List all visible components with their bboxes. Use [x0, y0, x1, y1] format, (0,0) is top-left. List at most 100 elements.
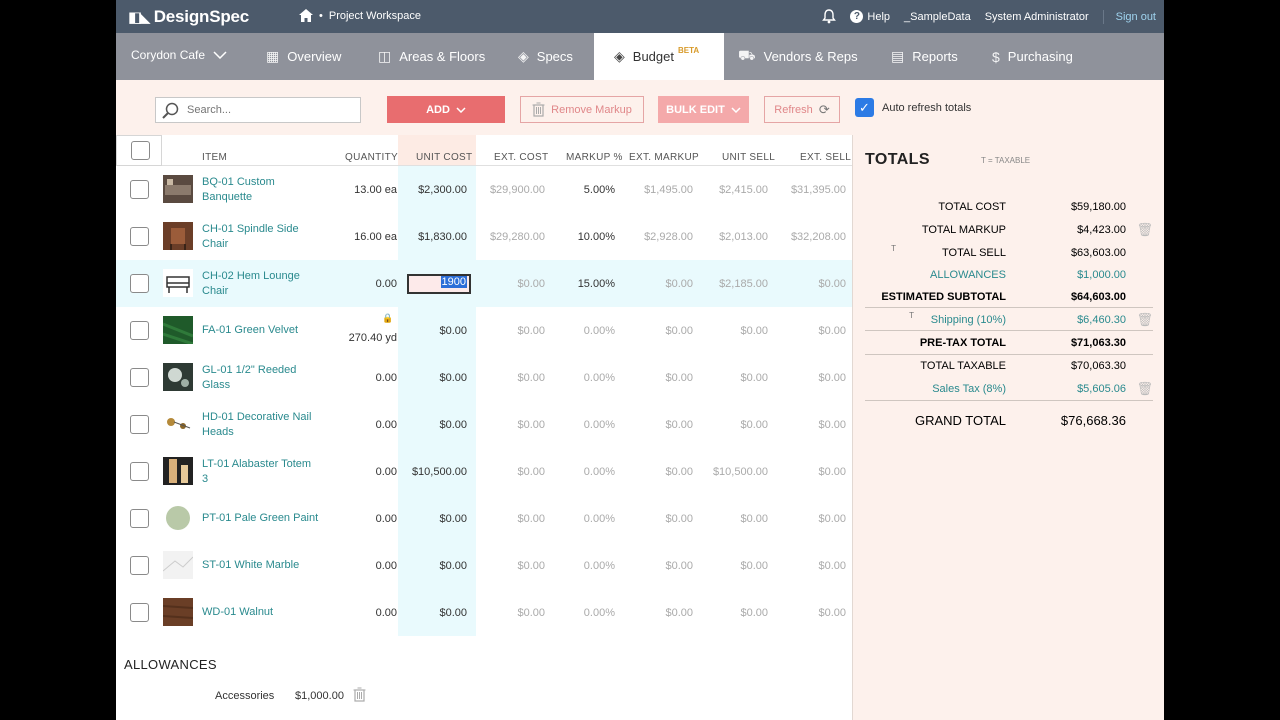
table-row[interactable]: WD-01 Walnut 0.00 $0.00 $0.00 0.00% $0.0…	[116, 589, 852, 636]
quantity-cell[interactable]: 0.00	[375, 466, 397, 478]
row-checkbox[interactable]	[130, 321, 149, 340]
workspace-link[interactable]: • Project Workspace	[299, 9, 421, 22]
markup-cell[interactable]: 5.00%	[583, 184, 615, 196]
item-link[interactable]: CH-01 Spindle Side Chair	[202, 223, 299, 250]
unit-cost-cell[interactable]: $0.00	[439, 325, 467, 337]
row-checkbox[interactable]	[130, 180, 149, 199]
unit-sell-cell[interactable]: $0.00	[740, 607, 768, 619]
bulk-edit-button[interactable]: BULK EDIT	[658, 96, 749, 123]
col-unit-sell[interactable]: UNIT SELL	[722, 152, 776, 163]
col-item[interactable]: ITEM	[202, 152, 228, 163]
item-link[interactable]: BQ-01 Custom Banquette	[202, 176, 275, 203]
unit-cost-cell[interactable]: $0.00	[439, 513, 467, 525]
col-ext-cost[interactable]: EXT. COST	[494, 152, 549, 163]
item-link[interactable]: ST-01 White Marble	[202, 559, 300, 571]
quantity-cell[interactable]: 0.00	[375, 607, 397, 619]
allowance-value[interactable]: $1,000.00	[295, 690, 344, 702]
auto-refresh-checkbox[interactable]: ✓	[855, 98, 874, 117]
row-checkbox[interactable]	[130, 462, 149, 481]
row-checkbox[interactable]	[130, 556, 149, 575]
unit-cost-cell[interactable]: $0.00	[439, 419, 467, 431]
unit-sell-cell[interactable]: $0.00	[740, 513, 768, 525]
allowances-total-label[interactable]: ALLOWANCES	[929, 269, 1006, 281]
item-link[interactable]: CH-02 Hem Lounge Chair	[202, 270, 300, 297]
quantity-cell[interactable]: 0.00	[375, 560, 397, 572]
markup-cell[interactable]: 10.00%	[577, 231, 615, 243]
item-link[interactable]: WD-01 Walnut	[202, 606, 274, 618]
quantity-cell[interactable]: 13.00 ea	[354, 184, 397, 196]
markup-cell[interactable]: 0.00%	[583, 419, 615, 431]
auto-refresh-toggle[interactable]: ✓ Auto refresh totals	[855, 98, 971, 117]
item-link[interactable]: PT-01 Pale Green Paint	[202, 512, 319, 524]
unit-cost-cell[interactable]: $2,300.00	[418, 184, 467, 196]
quantity-cell[interactable]: 16.00 ea	[354, 231, 397, 243]
table-row-selected[interactable]: CH-02 Hem Lounge Chair 0.00 1900 $0.00 1…	[116, 260, 852, 307]
unit-sell-cell[interactable]: $0.00	[740, 325, 768, 337]
sales-tax-value[interactable]: $5,605.06	[1077, 383, 1126, 395]
table-row[interactable]: FA-01 Green Velvet 🔒 270.40 yd $0.00 $0.…	[116, 307, 852, 354]
quantity-cell[interactable]: 0.00	[375, 513, 397, 525]
sales-tax-label[interactable]: Sales Tax (8%)	[932, 383, 1006, 395]
select-all-checkbox[interactable]	[131, 141, 150, 160]
tab-specs[interactable]: ◈ Specs	[518, 33, 573, 80]
item-link[interactable]: FA-01 Green Velvet	[202, 324, 298, 336]
table-row[interactable]: ST-01 White Marble 0.00 $0.00 $0.00 0.00…	[116, 542, 852, 589]
table-row[interactable]: BQ-01 Custom Banquette 13.00 ea $2,300.0…	[116, 166, 852, 213]
refresh-button[interactable]: Refresh ⟳	[764, 96, 840, 123]
quantity-cell[interactable]: 0.00	[375, 278, 397, 290]
tab-vendors-reps[interactable]: ⛟ Vendors & Reps	[738, 33, 858, 80]
tab-overview[interactable]: ▦ Overview	[266, 33, 341, 80]
unit-sell-cell[interactable]: $2,013.00	[719, 231, 768, 243]
sample-data-link[interactable]: _SampleData	[904, 10, 971, 23]
markup-cell[interactable]: 0.00%	[583, 466, 615, 478]
row-checkbox[interactable]	[130, 415, 149, 434]
row-checkbox[interactable]	[130, 603, 149, 622]
bell-icon[interactable]	[822, 9, 837, 24]
item-link[interactable]: GL-01 1/2" Reeded Glass	[202, 364, 297, 391]
table-row[interactable]: CH-01 Spindle Side Chair 16.00 ea $1,830…	[116, 213, 852, 260]
quantity-cell[interactable]: 270.40 yd	[348, 332, 397, 344]
unit-sell-cell[interactable]: $0.00	[740, 372, 768, 384]
shipping-row[interactable]: T Shipping (10%) $6,460.30 🗑	[853, 310, 1164, 332]
trash-icon[interactable]: 🗑	[1136, 381, 1153, 396]
markup-cell[interactable]: 0.00%	[583, 513, 615, 525]
markup-cell[interactable]: 0.00%	[583, 372, 615, 384]
unit-cost-cell[interactable]: $0.00	[439, 560, 467, 572]
markup-cell[interactable]: 0.00%	[583, 607, 615, 619]
help-link[interactable]: ? Help	[850, 10, 890, 23]
unit-sell-cell[interactable]: $10,500.00	[712, 466, 768, 478]
table-row[interactable]: PT-01 Pale Green Paint 0.00 $0.00 $0.00 …	[116, 495, 852, 542]
col-unit-cost[interactable]: UNIT COST	[416, 152, 473, 163]
row-checkbox[interactable]	[130, 368, 149, 387]
col-ext-sell[interactable]: EXT. SELL	[800, 152, 852, 163]
col-ext-markup[interactable]: EXT. MARKUP	[629, 152, 699, 163]
unit-sell-cell[interactable]: $2,415.00	[719, 184, 768, 196]
project-selector[interactable]: Corydon Cafe	[131, 48, 227, 62]
unit-cost-cell[interactable]: $10,500.00	[411, 466, 467, 478]
unit-cost-cell[interactable]: $1,830.00	[418, 231, 467, 243]
trash-icon[interactable]	[353, 687, 366, 702]
col-markup-pct[interactable]: MARKUP %	[566, 152, 623, 163]
tab-purchasing[interactable]: $ Purchasing	[992, 33, 1073, 80]
markup-cell[interactable]: 15.00%	[577, 278, 615, 290]
tab-budget[interactable]: ◈ Budget BETA	[594, 33, 724, 80]
allowances-total-value[interactable]: $1,000.00	[1077, 269, 1126, 281]
remove-markup-button[interactable]: Remove Markup	[520, 96, 644, 123]
unit-sell-cell[interactable]: $0.00	[740, 419, 768, 431]
markup-cell[interactable]: 0.00%	[583, 325, 615, 337]
col-quantity[interactable]: QUANTITY	[345, 152, 398, 163]
shipping-value[interactable]: $6,460.30	[1077, 314, 1126, 326]
item-link[interactable]: LT-01 Alabaster Totem 3	[202, 458, 312, 485]
shipping-label[interactable]: Shipping (10%)	[930, 314, 1006, 326]
allowances-total-row[interactable]: ALLOWANCES $1,000.00	[853, 265, 1164, 287]
table-row[interactable]: GL-01 1/2" Reeded Glass 0.00 $0.00 $0.00…	[116, 354, 852, 401]
item-link[interactable]: HD-01 Decorative Nail Heads	[202, 411, 312, 438]
sales-tax-row[interactable]: Sales Tax (8%) $5,605.06 🗑	[853, 379, 1164, 401]
add-button[interactable]: ADD	[387, 96, 505, 123]
unit-cost-input[interactable]: 1900	[407, 274, 471, 294]
user-name[interactable]: System Administrator	[984, 10, 1089, 23]
quantity-cell[interactable]: 0.00	[375, 372, 397, 384]
trash-icon[interactable]: 🗑	[1136, 312, 1153, 327]
row-checkbox[interactable]	[130, 509, 149, 528]
table-row[interactable]: LT-01 Alabaster Totem 3 0.00 $10,500.00 …	[116, 448, 852, 495]
